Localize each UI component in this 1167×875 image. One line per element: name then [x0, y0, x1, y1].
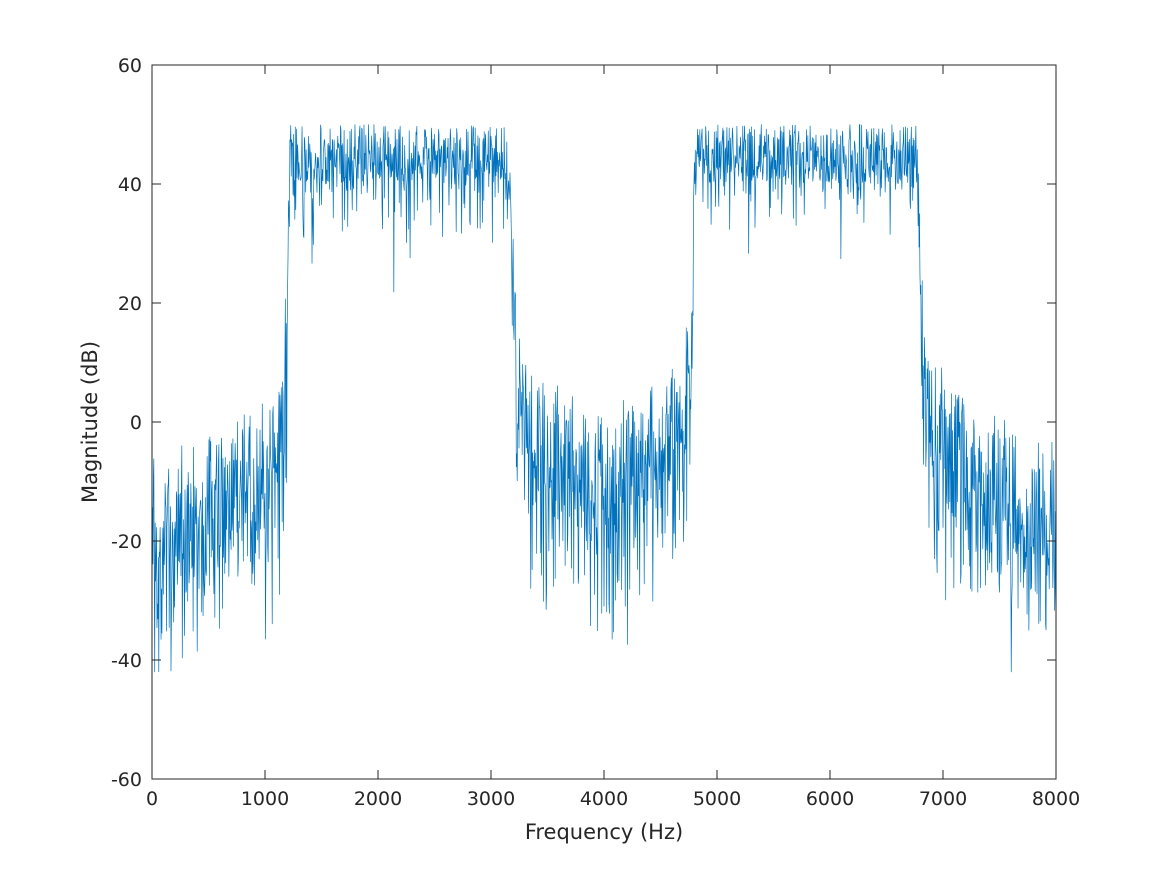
x-tick-label: 8000: [1032, 788, 1080, 810]
ticks-layer: 0 1000 2000 3000 4000 5000 6000 7000 8000 -60 -40 -…: [111, 55, 1080, 810]
x-tick-label: 7000: [919, 788, 967, 810]
y-tick-label: -40: [111, 650, 142, 672]
x-tick-label: 1000: [241, 788, 289, 810]
x-tick-label: 5000: [693, 788, 741, 810]
series-layer: [151, 124, 1057, 673]
y-tick-label: 0: [130, 412, 142, 434]
y-tick-label: 60: [118, 55, 142, 77]
y-tick-label: 20: [118, 293, 142, 315]
x-tick-label: 6000: [806, 788, 854, 810]
x-tick-label: 3000: [467, 788, 515, 810]
spectrum-line: [151, 124, 1057, 673]
y-tick-label: -20: [111, 531, 142, 553]
y-tick-label: -60: [111, 769, 142, 791]
x-tick-label: 0: [146, 788, 158, 810]
plot-area-background: [152, 65, 1056, 779]
x-tick-label: 4000: [580, 788, 628, 810]
x-tick-label: 2000: [354, 788, 402, 810]
y-axis-label: Magnitude (dB): [78, 341, 102, 503]
y-tick-label: 40: [118, 174, 142, 196]
x-axis-label: Frequency (Hz): [525, 820, 683, 844]
